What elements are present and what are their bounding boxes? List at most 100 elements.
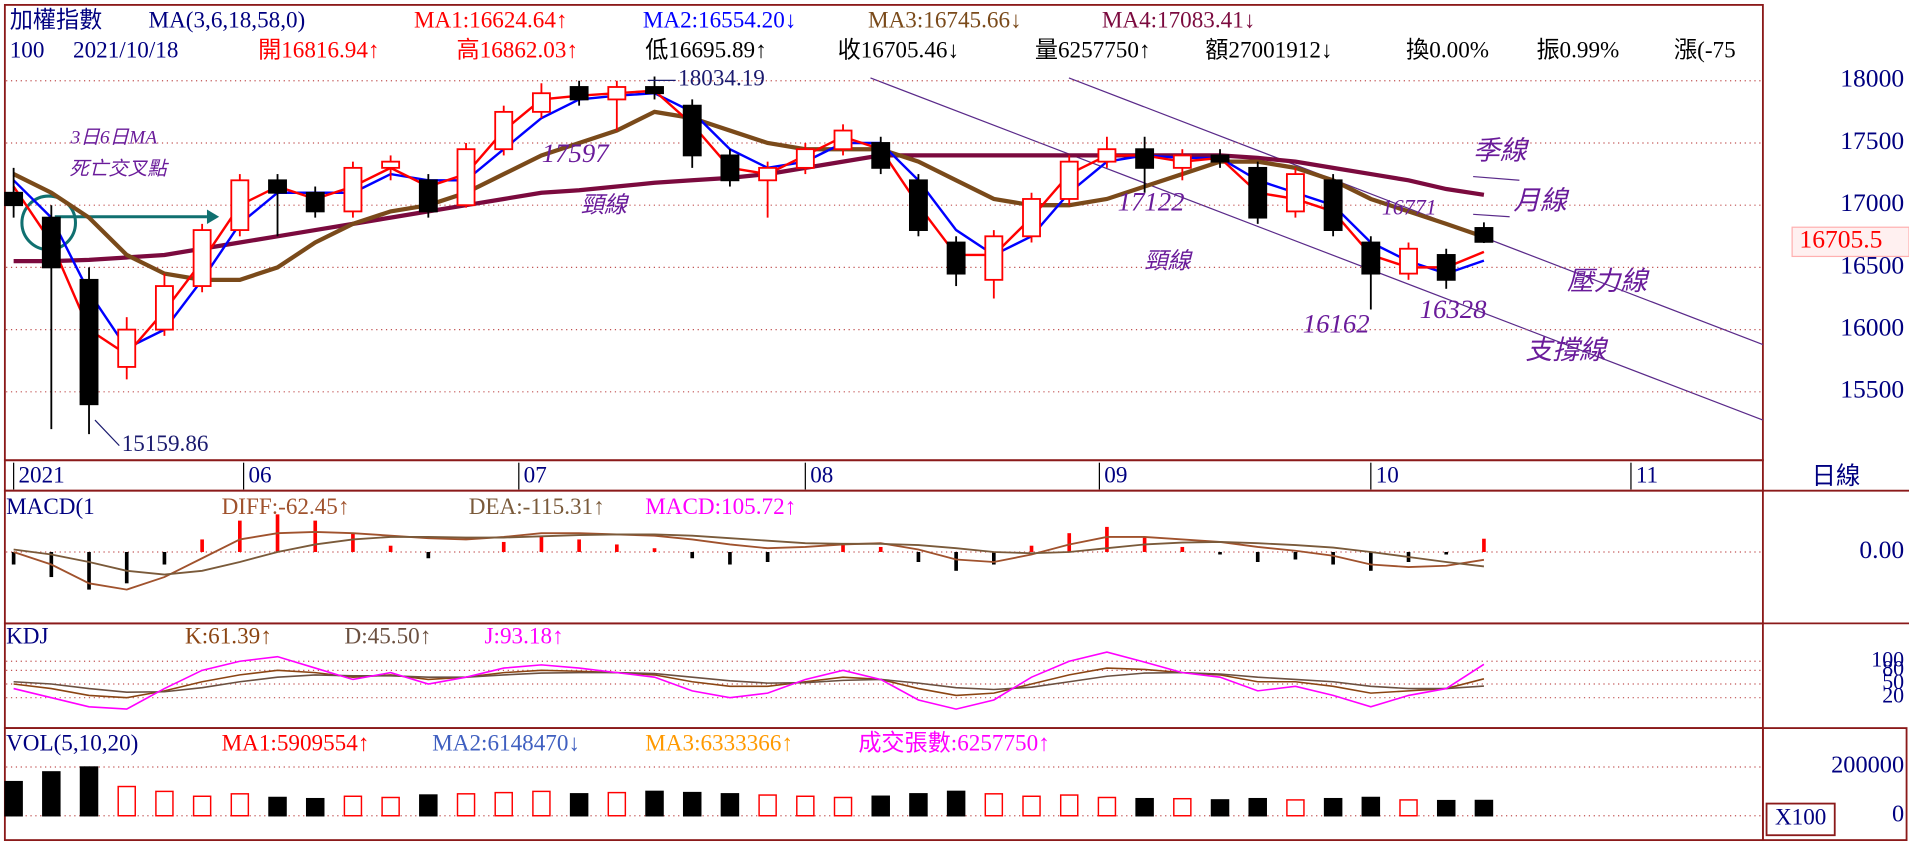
candle-body <box>946 241 966 275</box>
y-tick-label: 200000 <box>1831 752 1904 779</box>
annotation: 15159.86 <box>122 431 209 457</box>
trend-lines <box>870 77 1764 421</box>
ma-line <box>12 89 1485 357</box>
annotation-leader <box>94 79 676 447</box>
volume-bar <box>419 794 438 817</box>
volume-bar <box>79 766 99 817</box>
volume-bar <box>720 793 740 817</box>
price-tag: 16705.5 <box>1799 225 1882 254</box>
candle-body <box>720 154 740 182</box>
volume-bar <box>1436 799 1456 817</box>
annotation: 死亡交叉點 <box>69 158 169 180</box>
y-tick-label: 0.00 <box>1859 535 1904 564</box>
candle-body <box>1285 173 1305 213</box>
legend-entry: K:61.39↑ <box>185 623 272 649</box>
annotation: 季線 <box>1473 136 1530 166</box>
y-tick-label: 17000 <box>1840 188 1904 217</box>
volume-bar <box>833 796 853 817</box>
y-tick-label: 18000 <box>1840 64 1904 93</box>
candle-body <box>41 216 61 269</box>
resistance-line <box>1068 77 1764 346</box>
volume-bar <box>1210 799 1230 817</box>
legend-entry: 成交張數:6257750↑ <box>858 730 1049 756</box>
candle-body <box>381 160 401 169</box>
info-text: 量6257750↑ <box>1035 38 1151 64</box>
candle-body <box>1323 179 1343 231</box>
unit-label: X100 <box>1775 805 1826 831</box>
info-text: 額27001912↓ <box>1205 38 1332 64</box>
volume-bar <box>230 793 250 817</box>
candle-body <box>1399 247 1418 275</box>
candle-body <box>1172 154 1192 169</box>
legend-entry: MA4:17083.41↓ <box>1102 7 1256 33</box>
chart-title: KDJ <box>6 623 48 649</box>
candle-body <box>645 86 664 95</box>
candle-body <box>494 110 514 151</box>
annotation: 17122 <box>1118 187 1185 217</box>
candle-body <box>305 191 325 213</box>
y-tick-label: 0 <box>1892 800 1904 827</box>
candle-body <box>1210 154 1230 163</box>
annotation: 16328 <box>1420 294 1488 324</box>
candle-body <box>79 278 99 406</box>
candle-body <box>230 179 250 231</box>
volume-bar <box>796 795 815 817</box>
x-tick-label: 11 <box>1636 463 1658 489</box>
annotation: 頸線 <box>1144 248 1193 274</box>
volume-bar <box>1097 796 1117 817</box>
y-tick-label: 16000 <box>1840 312 1904 341</box>
volume-bar <box>645 790 664 817</box>
candle-body <box>682 104 702 157</box>
candle-body <box>1436 254 1456 281</box>
annotation: 壓力線 <box>1567 266 1651 296</box>
ma-line <box>12 91 1485 350</box>
candle-body <box>795 148 815 169</box>
ma-line <box>13 153 1485 264</box>
candle-body <box>569 86 589 101</box>
candle-body <box>1361 241 1381 275</box>
annotation: 16162 <box>1303 308 1370 338</box>
volume-bar <box>909 793 928 817</box>
volume-bar <box>758 794 777 817</box>
volume-bar <box>4 780 23 817</box>
volume-bar <box>1248 797 1267 817</box>
candle-body <box>456 148 476 207</box>
annotation: 月線 <box>1513 185 1570 215</box>
info-text: 開16816.94↑ <box>258 38 379 64</box>
volume-bar <box>268 796 287 817</box>
candle-body <box>758 166 778 182</box>
x-tick-label: 07 <box>524 463 547 489</box>
info-text: 100 <box>10 38 45 64</box>
volume-bar <box>155 790 174 817</box>
legend-entry: MA1:5909554↑ <box>222 730 370 756</box>
volume-bar <box>1022 795 1041 817</box>
volume-bar <box>117 785 136 817</box>
volume-bar <box>1059 794 1079 817</box>
annotation: 18034.19 <box>678 66 765 92</box>
candle-body <box>1474 227 1494 243</box>
volume-bar <box>1399 799 1418 817</box>
candle-body <box>833 129 853 151</box>
unit-box <box>1765 802 1836 837</box>
volume-bar <box>1361 796 1381 817</box>
chart-title: VOL(5,10,20) <box>6 730 138 756</box>
candle-body <box>607 86 627 101</box>
candle-body <box>343 166 363 213</box>
info-text: 漲(-75 <box>1674 38 1736 64</box>
period-label: 日線 <box>1812 463 1861 490</box>
candle-body <box>192 229 212 287</box>
volume-bar <box>569 793 589 817</box>
annotation: 16771 <box>1382 194 1437 219</box>
support-line <box>870 77 1764 421</box>
annotation: 3日6日MA <box>70 127 158 148</box>
volume-bar <box>984 793 1004 817</box>
volume-bar <box>532 790 551 817</box>
x-tick-label: 08 <box>810 463 833 489</box>
legend-entry: MA3:6333366↑ <box>645 730 793 756</box>
chart-title: MACD(1 <box>6 494 95 520</box>
price-tag-box <box>1791 226 1909 258</box>
legend-entry: D:45.50↑ <box>345 623 432 649</box>
annotation: 17597 <box>542 138 611 168</box>
